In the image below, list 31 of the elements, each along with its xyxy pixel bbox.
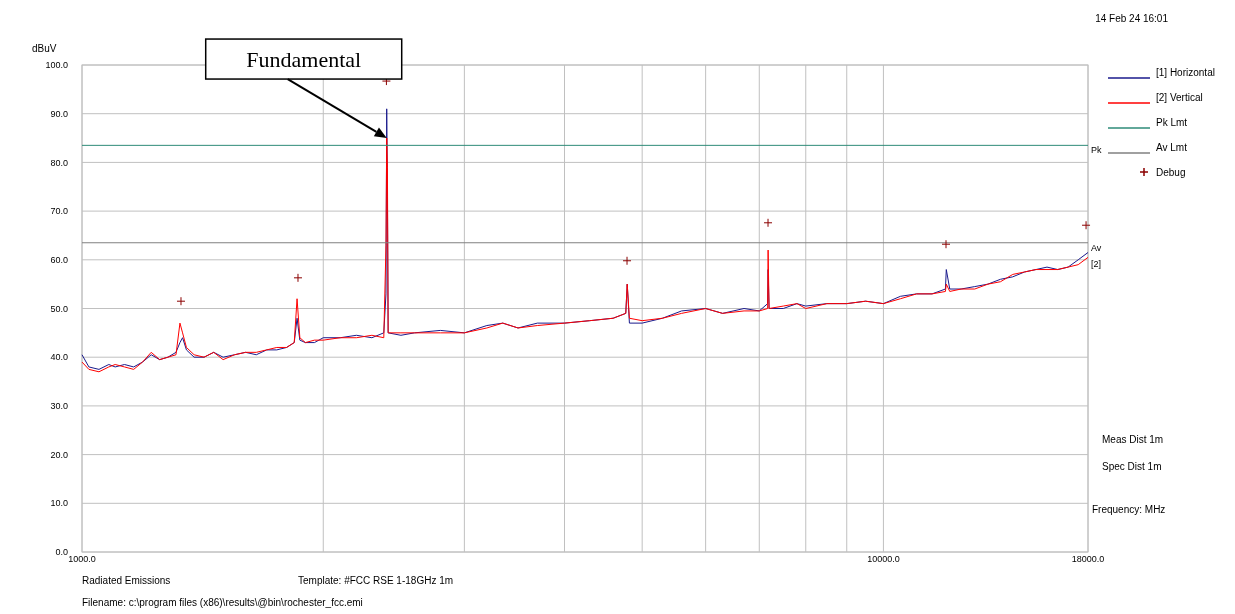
y-tick-label: 80.0	[50, 157, 68, 168]
y-tick-label: 90.0	[50, 108, 68, 119]
x-axis-title: Frequency: MHz	[1092, 504, 1166, 515]
x-tick-label: 18000.0	[1071, 554, 1105, 564]
annotation: Fundamental	[246, 46, 362, 72]
y-axis-title: dBuV	[32, 43, 57, 54]
text: Av	[1091, 242, 1102, 253]
y-tick-label: 50.0	[50, 303, 68, 314]
legend-label: Debug	[1156, 166, 1186, 178]
y-tick-label: 60.0	[50, 254, 68, 265]
y-tick-label: 100.0	[45, 60, 68, 71]
legend-label: [2] Vertical	[1156, 91, 1203, 103]
text: Template: #FCC RSE 1-18GHz 1m	[298, 575, 454, 586]
text: Spec Dist 1m	[1102, 461, 1162, 472]
text: [2]	[1091, 259, 1102, 270]
x-tick-label: 1000.0	[68, 554, 96, 564]
legend-label: Pk Lmt	[1156, 116, 1188, 128]
text: Pk	[1091, 145, 1102, 156]
text: Radiated Emissions	[82, 575, 171, 586]
y-tick-label: 20.0	[50, 449, 68, 460]
text: Filename: c:\program files (x86)\results\@bin\rochester_fcc.emi	[82, 597, 363, 608]
text: Meas Dist 1m	[1102, 434, 1164, 445]
legend-label: Av Lmt	[1156, 141, 1188, 153]
y-tick-label: 70.0	[50, 206, 68, 217]
legend-label: [1] Horizontal	[1156, 66, 1215, 78]
y-tick-label: 0.0	[55, 547, 68, 558]
y-tick-label: 30.0	[50, 401, 68, 412]
x-tick-label: 10000.0	[867, 554, 900, 564]
y-tick-label: 10.0	[50, 498, 68, 509]
text: 14 Feb 24 16:01	[1095, 13, 1169, 24]
y-tick-label: 40.0	[50, 352, 68, 363]
